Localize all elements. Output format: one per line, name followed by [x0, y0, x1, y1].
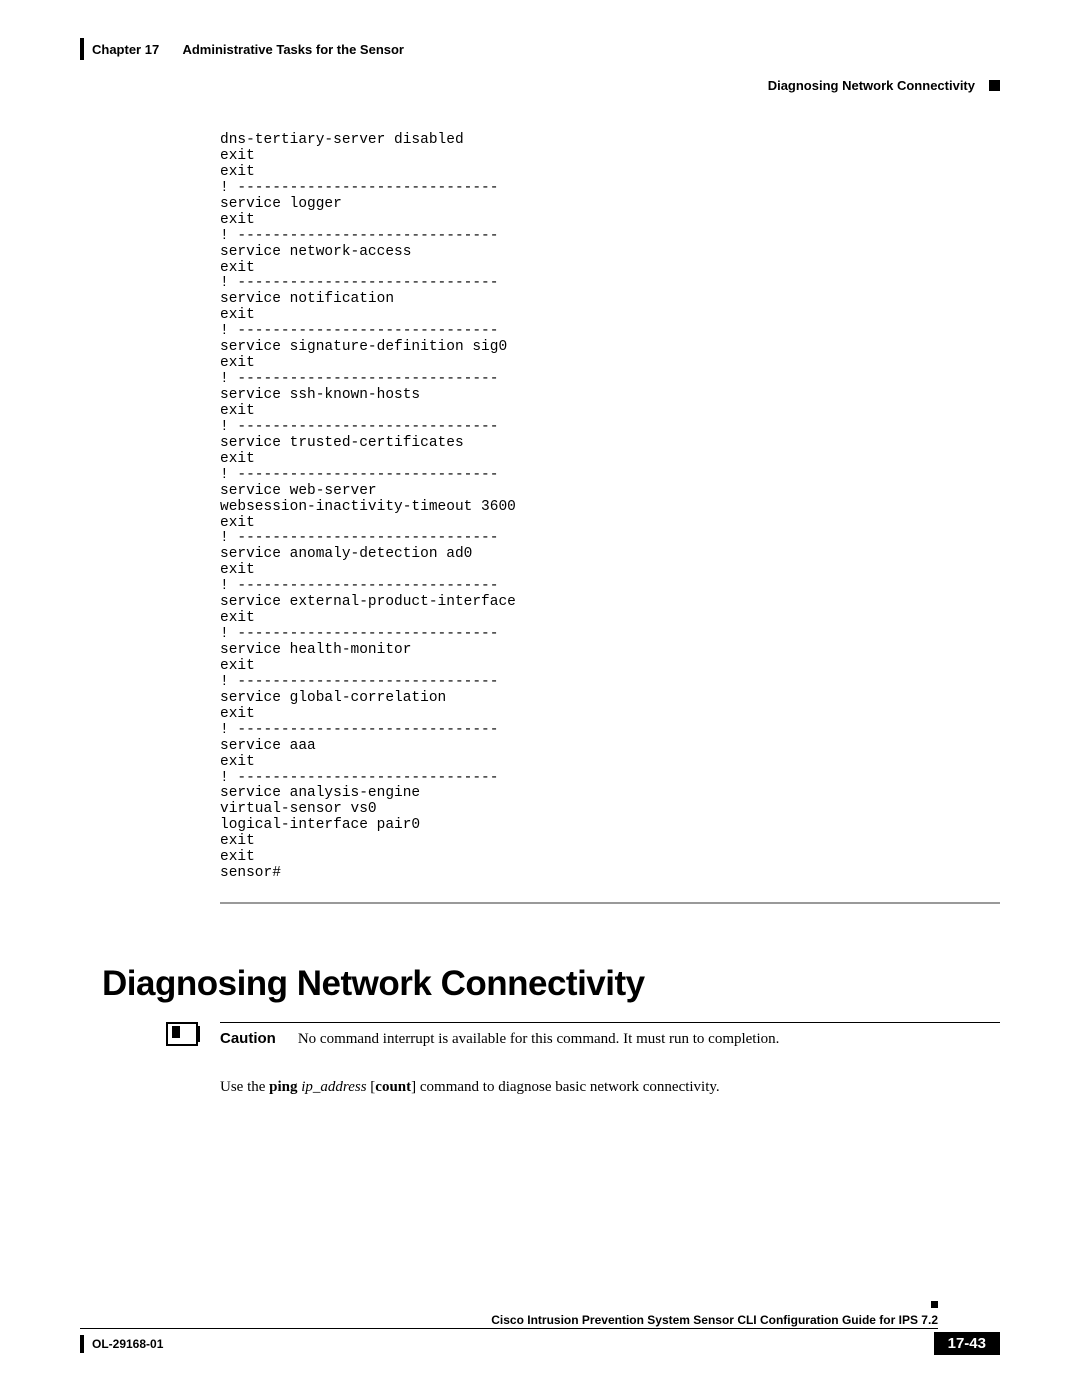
footer-marker-icon	[931, 1301, 938, 1308]
section-heading: Diagnosing Network Connectivity	[102, 964, 1000, 1004]
header-bar-icon	[80, 38, 84, 60]
caution-icon	[166, 1022, 198, 1046]
caution-rule	[220, 1022, 1000, 1023]
section-name-right: Diagnosing Network Connectivity	[768, 78, 975, 93]
footer-bar-icon	[80, 1335, 84, 1353]
header-right: Diagnosing Network Connectivity	[768, 78, 1000, 93]
chapter-title: Administrative Tasks for the Sensor	[182, 42, 404, 57]
page-footer: Cisco Intrusion Prevention System Sensor…	[80, 1313, 1000, 1355]
chapter-label: Chapter 17	[92, 42, 159, 57]
header-marker-icon	[989, 80, 1000, 91]
usage-arg: ip_address	[298, 1079, 371, 1095]
header-left: Chapter 17 Administrative Tasks for the …	[80, 38, 404, 60]
page-number: 17-43	[934, 1332, 1000, 1355]
usage-suffix: command to diagnose basic network connec…	[416, 1079, 720, 1095]
section-divider	[220, 902, 1000, 904]
usage-paragraph: Use the ping ip_address [count] command …	[220, 1079, 1000, 1096]
usage-count: count	[375, 1079, 411, 1095]
usage-prefix: Use the	[220, 1079, 269, 1095]
footer-guide-title: Cisco Intrusion Prevention System Sensor…	[80, 1313, 1000, 1327]
caution-label: Caution	[220, 1030, 276, 1047]
usage-cmd: ping	[269, 1079, 297, 1095]
caution-text: No command interrupt is available for th…	[298, 1029, 780, 1049]
footer-doc-id: OL-29168-01	[92, 1337, 163, 1351]
cli-output: dns-tertiary-server disabled exit exit !…	[220, 133, 1000, 882]
